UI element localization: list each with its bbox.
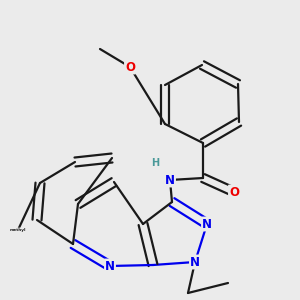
Text: N: N	[105, 260, 115, 272]
Text: O: O	[125, 61, 135, 74]
Text: N: N	[165, 173, 175, 187]
Text: H: H	[151, 158, 159, 168]
Text: methyl: methyl	[10, 228, 26, 232]
Text: O: O	[229, 185, 239, 199]
Text: N: N	[202, 218, 212, 230]
Text: N: N	[190, 256, 200, 268]
